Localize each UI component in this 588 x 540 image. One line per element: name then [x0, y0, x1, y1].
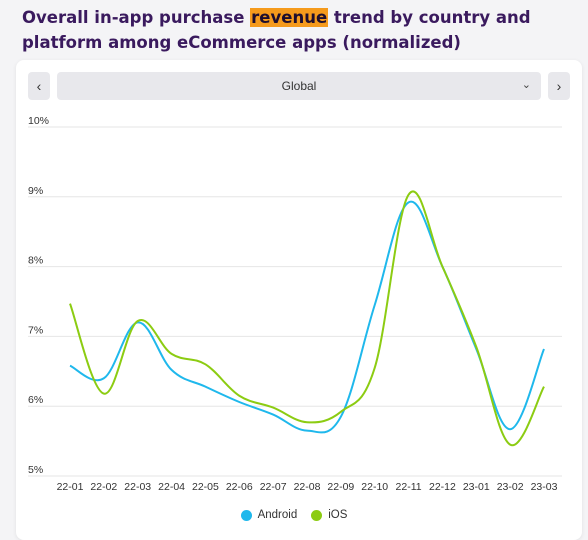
- x-tick-label: 22-01: [57, 481, 84, 493]
- x-tick-label: 22-05: [192, 481, 219, 493]
- x-tick-label: 22-06: [226, 481, 253, 493]
- chevron-down-icon: ⌄: [521, 79, 531, 91]
- x-tick-label: 22-07: [260, 481, 287, 493]
- x-tick-label: 22-04: [158, 481, 185, 493]
- y-tick-label: 9%: [28, 185, 43, 197]
- y-tick-label: 8%: [28, 255, 43, 267]
- chevron-right-icon: ›: [556, 78, 562, 94]
- legend-dot-android: [240, 509, 252, 521]
- legend-dot-ios: [311, 509, 323, 521]
- legend-label-android: Android: [257, 509, 298, 521]
- x-tick-label: 23-02: [497, 481, 524, 493]
- chart-legend: Android iOS: [0, 509, 588, 521]
- legend-label-ios: iOS: [328, 509, 348, 521]
- x-tick-label: 23-03: [531, 481, 558, 493]
- legend-item-android[interactable]: Android: [240, 509, 298, 521]
- x-tick-label: 22-09: [327, 481, 354, 493]
- y-tick-label: 6%: [28, 394, 43, 406]
- y-tick-label: 10%: [28, 115, 49, 127]
- legend-item-ios[interactable]: iOS: [311, 509, 347, 521]
- x-tick-label: 22-12: [429, 481, 456, 493]
- y-tick-label: 7%: [28, 324, 43, 336]
- chevron-left-icon: ‹: [36, 78, 42, 94]
- series-line-ios: [69, 190, 545, 446]
- series-line-android: [69, 200, 545, 434]
- x-tick-label: 22-10: [361, 481, 388, 493]
- prev-region-button[interactable]: ‹: [28, 72, 50, 100]
- region-selected-value: Global: [281, 79, 317, 93]
- next-region-button[interactable]: ›: [548, 72, 570, 100]
- x-tick-label: 22-11: [396, 481, 422, 493]
- chart-card: [16, 60, 582, 540]
- y-tick-label: 5%: [28, 464, 43, 476]
- region-select[interactable]: Global ⌄: [57, 72, 541, 100]
- x-tick-label: 22-03: [124, 481, 151, 493]
- x-tick-label: 22-08: [294, 481, 321, 493]
- title-highlight: revenue: [250, 8, 329, 27]
- x-tick-label: 23-01: [463, 481, 490, 493]
- chart-title: Overall in-app purchase revenue trend by…: [22, 8, 531, 52]
- x-tick-label: 22-02: [90, 481, 117, 493]
